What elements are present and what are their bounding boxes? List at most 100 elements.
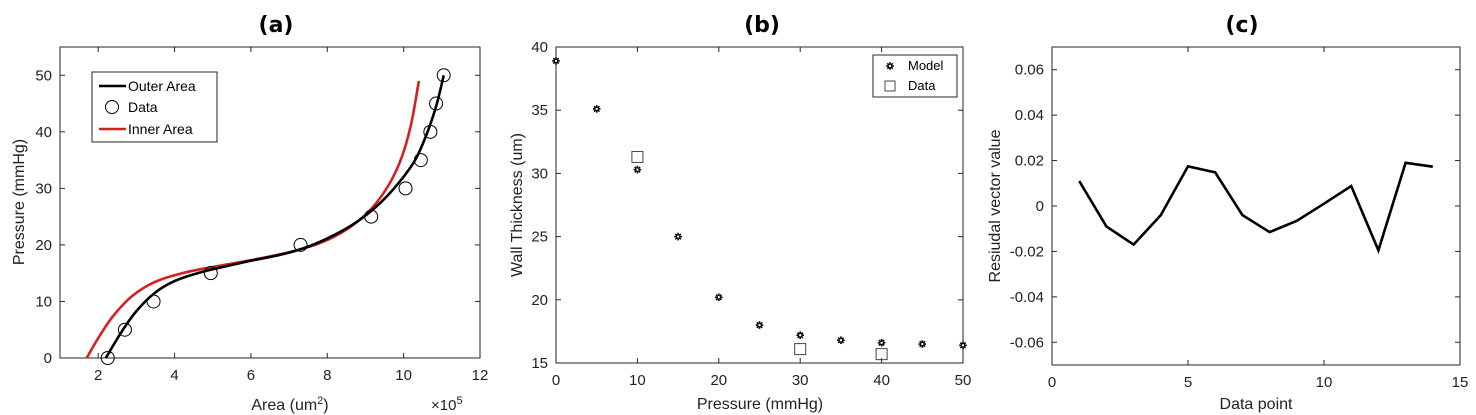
legend-model-star-center <box>887 63 893 69</box>
data-point <box>413 153 428 168</box>
data-point <box>398 181 413 196</box>
panel-b-axes-box <box>555 46 964 364</box>
panel-c-ytick-label: -0.04 <box>1010 289 1044 306</box>
panel-a-ylabel: Pressure (mmHg) <box>11 139 28 265</box>
data-point <box>429 96 444 111</box>
model-point <box>837 336 845 345</box>
model-point-center <box>594 106 599 112</box>
panel-b-ytick-label: 15 <box>531 355 548 372</box>
panel-a-ytick-label: 50 <box>35 67 52 84</box>
outer-area-line <box>104 75 445 359</box>
panel-a-legend-box <box>91 71 218 143</box>
model-point <box>796 331 804 339</box>
legend-outer-area-label: Outer Area <box>128 78 196 94</box>
panel-b-ytick-label: 40 <box>531 39 548 56</box>
panel-b-ytick-label: 30 <box>531 165 548 182</box>
residual-line <box>1078 161 1433 255</box>
panel-c-ylabel: Resiudal vector value <box>987 129 1004 282</box>
panel-c-xtick-label: 5 <box>1184 374 1192 391</box>
panel-c-xtick-label: 15 <box>1452 374 1469 391</box>
data-square-point <box>631 150 644 163</box>
panel-a-xtick-label: 10 <box>395 367 412 384</box>
model-point <box>633 165 642 174</box>
panel-b-xtick-label: 10 <box>629 372 646 389</box>
panel-c: (c) 0 5 10 15 -0.06 -0.04 -0.02 0 0.02 0.04 0.06 R… <box>987 13 1468 413</box>
panel-a-xtick-label: 2 <box>94 367 102 384</box>
legend-data-square-marker <box>884 80 896 92</box>
panel-c-ytick-label: 0.06 <box>1015 62 1044 79</box>
model-point-center <box>716 295 722 300</box>
panel-a-ytick-label: 40 <box>35 124 52 141</box>
model-point-center <box>553 58 559 64</box>
panel-b-ytick-label: 25 <box>531 229 548 246</box>
panel-b-xtick-label: 40 <box>873 372 890 389</box>
panel-c-title: (c) <box>1225 13 1258 38</box>
panel-a-xtick-label: 4 <box>170 367 178 384</box>
data-square-point <box>794 343 807 356</box>
panel-b: (b) 0 10 20 30 40 50 15 20 25 30 35 40 Wall Thickne… <box>509 13 971 413</box>
panel-c-xtick-label: 10 <box>1316 374 1333 391</box>
data-point <box>436 68 451 83</box>
panel-c-ytick-label: -0.06 <box>1010 334 1044 351</box>
legend-inner-area-label: Inner Area <box>128 121 193 137</box>
model-point <box>755 321 764 329</box>
panel-c-axes-box <box>1051 46 1461 366</box>
panel-b-xtick-label: 20 <box>710 372 727 389</box>
panel-a-series <box>85 68 451 365</box>
legend-data-square-label: Data <box>908 78 936 93</box>
model-point <box>877 338 886 347</box>
panel-b-xtick-label: 0 <box>552 372 560 389</box>
legend-data-marker <box>105 100 119 114</box>
panel-a-ytick-label: 10 <box>35 293 52 310</box>
panel-a-xtick-label: 8 <box>323 367 331 384</box>
model-point <box>959 341 967 350</box>
panel-a-x-multiplier: ×105 <box>431 395 463 414</box>
panel-c-xlabel: Data point <box>1220 396 1293 413</box>
panel-b-ticks: 0 10 20 30 40 50 15 20 25 30 35 40 <box>531 39 971 389</box>
model-point <box>674 232 682 241</box>
panel-c-ytick-label: 0.02 <box>1015 153 1044 170</box>
model-point <box>552 57 560 65</box>
panel-c-xtick-label: 0 <box>1048 374 1056 391</box>
data-point <box>364 209 379 224</box>
legend-data-label: Data <box>128 99 158 115</box>
model-point <box>918 340 927 348</box>
panel-a-xlabel: Area (um2) <box>251 395 328 414</box>
model-point <box>715 293 723 302</box>
panel-b-xtick-label: 30 <box>792 372 809 389</box>
data-point <box>293 237 308 252</box>
panel-a-title: (a) <box>259 13 294 38</box>
panel-a-xtick-label: 12 <box>472 367 489 384</box>
panel-b-xtick-label: 50 <box>955 372 972 389</box>
panel-c-ytick-label: -0.02 <box>1010 243 1044 260</box>
panel-b-legend: Model Data <box>872 54 958 98</box>
legend-model-star <box>886 62 894 70</box>
panel-c-ytick-label: 0 <box>1036 198 1044 215</box>
model-point <box>592 105 601 113</box>
panel-a-legend: Outer Area Data Inner Area <box>91 71 218 143</box>
model-point-center <box>635 167 640 172</box>
legend-model-label: Model <box>908 58 944 73</box>
model-point-center <box>879 340 884 345</box>
panel-b-ytick-label: 20 <box>531 292 548 309</box>
model-point-center <box>960 343 966 348</box>
panel-a-ytick-label: 20 <box>35 237 52 254</box>
data-point <box>203 266 218 281</box>
data-point <box>146 294 161 309</box>
data-point <box>117 322 132 337</box>
model-point-center <box>757 322 762 328</box>
panel-b-series <box>552 57 967 361</box>
model-point-center <box>675 234 681 239</box>
panel-b-legend-box <box>872 54 958 98</box>
panel-a-ticks: 2 4 6 8 10 12 0 10 20 30 40 50 <box>35 47 488 384</box>
panel-a-ytick-label: 30 <box>35 180 52 197</box>
panel-b-xlabel: Pressure (mmHg) <box>697 396 823 413</box>
panel-b-ylabel: Wall Thickness (um) <box>509 133 526 277</box>
legend-model-marker <box>886 62 894 70</box>
data-point <box>100 351 115 365</box>
panel-b-ytick-label: 35 <box>531 102 548 119</box>
model-point-center <box>838 338 844 343</box>
panel-b-title: (b) <box>744 13 780 38</box>
